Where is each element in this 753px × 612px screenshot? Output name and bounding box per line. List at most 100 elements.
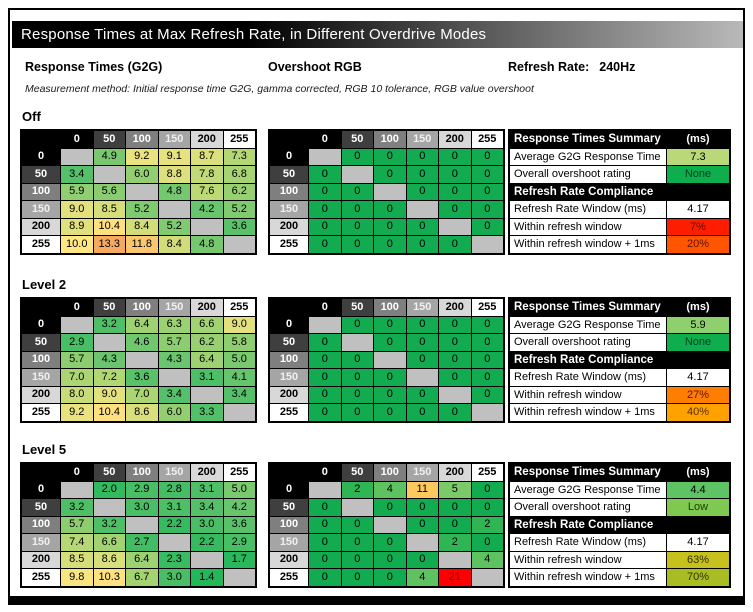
g2g-cell: 3.2 <box>93 316 125 333</box>
g2g-cell <box>223 404 255 421</box>
overshoot-cell <box>439 386 471 403</box>
column-header: 200 <box>439 464 471 481</box>
summary-panel: Response Times Summary (ms) Average G2G Re… <box>508 297 731 423</box>
overshoot-rating-value: None <box>667 166 729 183</box>
overshoot-cell <box>341 499 373 516</box>
g2g-cell: 6.8 <box>223 166 255 183</box>
overshoot-cell: 0 <box>374 369 406 386</box>
column-header: 200 <box>191 299 223 316</box>
summary-row-label: Refresh Rate Window (ms) <box>510 534 666 551</box>
g2g-cell: 3.6 <box>223 218 255 235</box>
overshoot-cell <box>406 534 438 551</box>
g2g-cell: 6.0 <box>158 404 190 421</box>
g2g-cell: 3.4 <box>191 499 223 516</box>
overshoot-rating-value: None <box>667 334 729 351</box>
summary-row-label: Within refresh window + 1ms <box>510 569 666 586</box>
g2g-cell: 5.7 <box>61 351 93 368</box>
g2g-cell <box>158 201 190 218</box>
column-header: 0 <box>309 299 341 316</box>
overshoot-cell: 0 <box>309 551 341 568</box>
overshoot-cell: 2 <box>341 481 373 498</box>
g2g-cell: 5.2 <box>158 218 190 235</box>
overshoot-group-label: Overshoot RGB <box>268 60 362 74</box>
column-header: 50 <box>93 131 125 148</box>
overshoot-cell: 0 <box>406 499 438 516</box>
g2g-cell: 8.6 <box>93 551 125 568</box>
within-window-value: 27% <box>667 386 729 403</box>
column-header: 150 <box>158 464 190 481</box>
overshoot-cell: 4 <box>374 481 406 498</box>
g2g-cell: 3.6 <box>126 369 158 386</box>
column-header: 0 <box>61 131 93 148</box>
g2g-cell <box>126 183 158 200</box>
overshoot-cell: 0 <box>374 386 406 403</box>
g2g-cell: 5.7 <box>61 516 93 533</box>
refresh-window-value: 4.17 <box>667 369 729 386</box>
refresh-window-value: 4.17 <box>667 201 729 218</box>
column-header: 50 <box>341 464 373 481</box>
g2g-cell: 5.9 <box>61 183 93 200</box>
overshoot-cell: 0 <box>406 404 438 421</box>
overshoot-cell: 0 <box>471 386 503 403</box>
overshoot-cell: 0 <box>406 236 438 253</box>
row-header: 100 <box>270 183 308 200</box>
overshoot-cell: 0 <box>374 551 406 568</box>
overshoot-cell: 0 <box>406 218 438 235</box>
g2g-cell: 3.1 <box>158 499 190 516</box>
g2g-cell: 8.6 <box>126 404 158 421</box>
g2g-cell: 3.2 <box>93 516 125 533</box>
g2g-cell: 8.8 <box>158 166 190 183</box>
row-header: 50 <box>22 166 60 183</box>
g2g-cell: 9.1 <box>158 148 190 165</box>
overshoot-cell: 0 <box>406 516 438 533</box>
avg-g2g-value: 5.9 <box>667 316 729 333</box>
column-header: 0 <box>61 464 93 481</box>
matrix-corner-cell <box>270 131 308 148</box>
g2g-cell: 2.2 <box>158 516 190 533</box>
within-window-1ms-value: 70% <box>667 569 729 586</box>
matrix-corner-cell <box>22 299 60 316</box>
column-header: 150 <box>406 299 438 316</box>
summary-unit: (ms) <box>667 464 729 481</box>
row-header: 0 <box>270 148 308 165</box>
overshoot-cell <box>439 551 471 568</box>
section-level-2: Level 2 0 50 100 150 200 255 0 3.2 6.4 6.3 6.6 9.0 5… <box>20 277 735 427</box>
g2g-cell: 11.8 <box>126 236 158 253</box>
g2g-cell: 8.5 <box>93 201 125 218</box>
g2g-cell: 6.4 <box>126 551 158 568</box>
overshoot-cell: 0 <box>471 148 503 165</box>
overshoot-cell: 0 <box>439 316 471 333</box>
column-header: 200 <box>439 299 471 316</box>
overshoot-cell: 0 <box>471 334 503 351</box>
g2g-group-label: Response Times (G2G) <box>25 60 163 74</box>
overshoot-cell: 0 <box>309 369 341 386</box>
row-header: 150 <box>270 534 308 551</box>
g2g-cell: 3.0 <box>126 499 158 516</box>
summary-row-label: Average G2G Response Time <box>510 148 666 165</box>
row-header: 255 <box>22 569 60 586</box>
g2g-cell: 3.2 <box>61 499 93 516</box>
overshoot-cell: 2 <box>439 534 471 551</box>
g2g-cell: 5.6 <box>93 183 125 200</box>
overshoot-cell: 0 <box>439 516 471 533</box>
g2g-cell: 3.4 <box>158 386 190 403</box>
overshoot-cell: 0 <box>471 183 503 200</box>
summary-row-label: Overall overshoot rating <box>510 166 666 183</box>
row-header: 200 <box>22 386 60 403</box>
matrix-corner-cell <box>270 464 308 481</box>
overshoot-cell: 0 <box>341 386 373 403</box>
overshoot-cell: 0 <box>406 551 438 568</box>
row-header: 100 <box>22 516 60 533</box>
within-window-1ms-value: 20% <box>667 236 729 253</box>
overshoot-cell: 0 <box>471 218 503 235</box>
overshoot-cell: 0 <box>406 148 438 165</box>
overshoot-cell: 0 <box>374 316 406 333</box>
overshoot-cell: 0 <box>374 499 406 516</box>
column-header: 100 <box>126 131 158 148</box>
column-header: 100 <box>374 131 406 148</box>
overshoot-cell: 0 <box>406 386 438 403</box>
within-window-value: 7% <box>667 218 729 235</box>
overshoot-cell: 0 <box>374 404 406 421</box>
summary-row-label: Refresh Rate Window (ms) <box>510 369 666 386</box>
g2g-cell: 3.4 <box>223 386 255 403</box>
